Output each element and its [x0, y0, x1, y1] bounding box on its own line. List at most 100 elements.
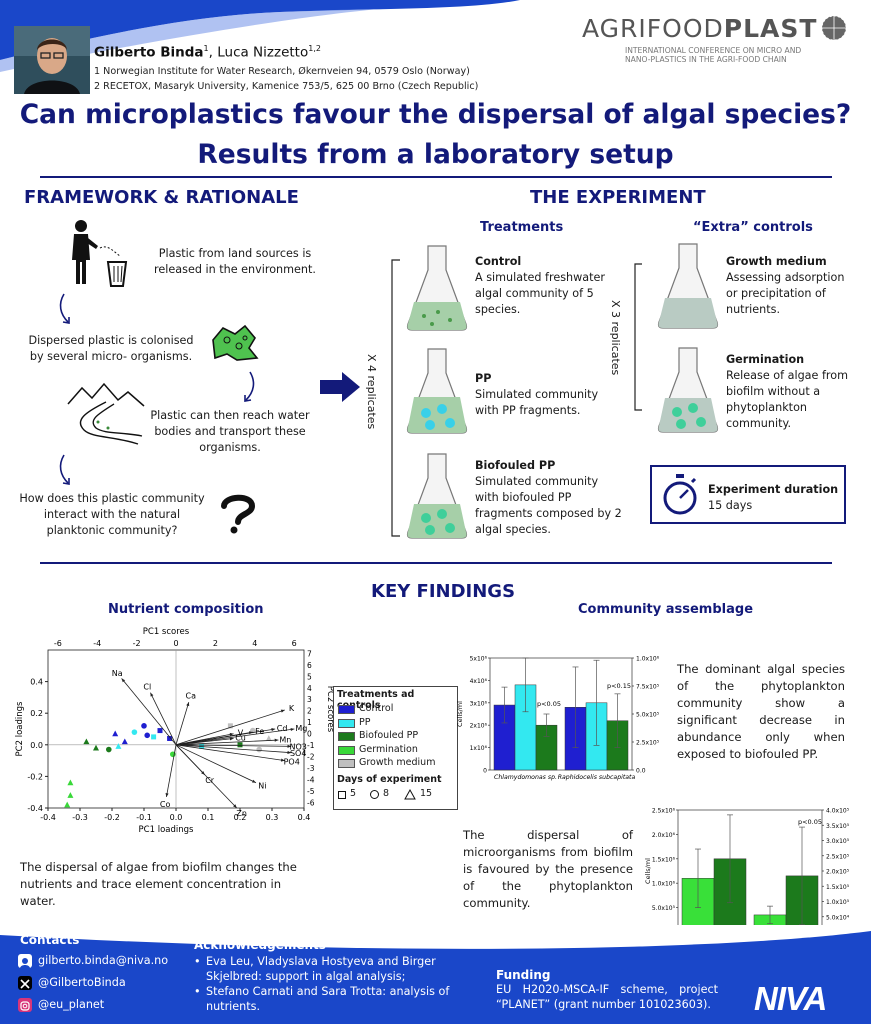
- pca-loading-arrowhead: [280, 709, 285, 713]
- pca-score-point: [83, 738, 90, 745]
- pca-loading-label: SO4: [290, 749, 306, 758]
- pca-right-tick-label: -2: [307, 752, 315, 761]
- framework-step-1: Plastic from land sources is released in…: [154, 247, 316, 276]
- pca-loading-arrowhead: [274, 738, 279, 742]
- bar-right-tick-label: 4.0x10⁵: [826, 808, 850, 815]
- question-mark-icon: [221, 494, 256, 534]
- pca-score-point: [227, 723, 233, 729]
- pca-y-tick-label: 0.2: [30, 709, 43, 718]
- pca-right-tick-label: -4: [307, 775, 315, 784]
- pca-x-tick-label: 0.2: [234, 813, 247, 822]
- framework-step-4: How does this plastic community interact…: [19, 492, 205, 537]
- circle-marker-icon: [370, 790, 379, 799]
- legend-days-title: Days of experiment: [337, 774, 442, 785]
- treatment-pp: PP Simulated community with PP fragments…: [475, 372, 599, 417]
- bar-right-tick-label: 1.0x10⁵: [826, 899, 850, 906]
- pca-score-point: [256, 746, 262, 753]
- instagram-icon: [18, 998, 32, 1012]
- bar-category-label: Raphidocelis subcapitata: [558, 773, 636, 781]
- legend-swatch: [338, 718, 355, 728]
- pca-score-point: [106, 746, 112, 753]
- pca-loading-arrow: [175, 733, 234, 746]
- bar-y-tick-label: 2.5x10⁶: [652, 808, 676, 815]
- pca-loading-arrowhead: [186, 702, 190, 707]
- litter-icon: [72, 220, 128, 287]
- footer: Contacts gilberto.binda@niva.no @Gilbert…: [0, 925, 871, 1024]
- pca-right-tick-label: 2: [307, 707, 312, 716]
- pca-right-tick-label: 4: [307, 684, 312, 693]
- pca-x-tick-label: -0.4: [40, 813, 56, 822]
- contact-instagram[interactable]: @eu_planet: [38, 998, 105, 1011]
- bar-y-tick-label: 2.0x10⁶: [652, 832, 676, 839]
- bracket-4: [391, 259, 400, 537]
- community-heading: Community assemblage: [578, 602, 754, 617]
- globe-icon: [821, 15, 847, 41]
- pca-y-axis-label: PC2 loadings: [15, 701, 25, 756]
- contact-email[interactable]: gilberto.binda@niva.no: [38, 954, 169, 967]
- bar-y-tick-label: 1x10⁶: [470, 745, 488, 752]
- header-wave: [0, 0, 520, 72]
- pca-loading-arrow: [175, 744, 238, 809]
- pca-score-point: [265, 735, 272, 741]
- bar-right-tick-label: 2.5x10⁵: [636, 740, 660, 747]
- pca-loading-arrow: [175, 744, 285, 761]
- bar-y-tick-label: 0: [483, 768, 487, 775]
- author-names: Gilberto Binda1, Luca Nizzetto1,2: [94, 44, 321, 61]
- duration-text: Experiment duration 15 days: [708, 483, 839, 512]
- bar-significance-label: p<0.05: [798, 818, 822, 826]
- header-band: [0, 0, 871, 100]
- pca-biplot: -0.4 -0.3 -0.2 -0.1 0.0 0.1 0.2 0.3 0.4 -0.4 -0.2 0…: [15, 627, 334, 835]
- pca-loading-arrowhead: [121, 678, 126, 683]
- pca-x-tick-label: 0.4: [298, 813, 311, 822]
- bar-right-tick-label: 2.0x10⁵: [826, 869, 850, 876]
- conference-logo: AGRIFOODPLAST: [582, 14, 818, 43]
- legend-day-5: 5: [350, 788, 357, 799]
- pca-x-tick-label: 0.3: [266, 813, 279, 822]
- flask-control-icon: [406, 245, 468, 331]
- flask-growth-medium-icon: [657, 243, 719, 329]
- pca-loading-arrow: [175, 739, 279, 746]
- pca-score-point: [151, 734, 157, 740]
- bar-right-tick-label: 7.5x10⁵: [636, 684, 660, 691]
- control-germination: Germination Release of algae from biofil…: [726, 353, 849, 430]
- extra-controls-heading: “Extra” controls: [693, 220, 813, 235]
- pca-loading-arrowhead: [165, 793, 169, 797]
- pca-top-tick-label: 2: [213, 639, 218, 648]
- pca-loading-arrow: [175, 744, 292, 747]
- pca-loading-arrowhead: [271, 728, 276, 732]
- pca-score-point: [131, 729, 138, 735]
- bar-y-axis-label: Cells/ml: [644, 858, 652, 884]
- affiliation-2: 2 RECETOX, Masaryk University, Kamenice …: [94, 81, 479, 92]
- pca-right-tick-label: 3: [307, 695, 312, 704]
- pca-loading-label: Co: [160, 800, 171, 809]
- treatment-biofouled-pp: Biofouled PP Simulated community with bi…: [475, 459, 622, 536]
- legend-day-15: 15: [420, 788, 433, 799]
- pca-loading-arrowhead: [229, 737, 234, 741]
- pca-loading-label: V: [238, 728, 244, 737]
- pca-loading-arrow: [166, 744, 177, 798]
- experiment-heading: THE EXPERIMENT: [530, 187, 706, 208]
- pca-right-tick-label: -3: [307, 764, 315, 773]
- legend-swatch: [338, 745, 355, 755]
- contact-x-handle[interactable]: @GilbertoBinda: [38, 976, 126, 989]
- pca-loading-label: K: [289, 704, 295, 713]
- pca-loading-arrowhead: [229, 732, 234, 736]
- colonised-plastic-icon: [212, 324, 259, 361]
- ack-item: • Stefano Carnati and Sara Trotta: analys…: [194, 985, 450, 1013]
- pca-x-axis-label: PC1 loadings: [139, 825, 194, 835]
- pca-loading-arrow: [150, 692, 177, 745]
- pca-loading-label: Cd: [277, 724, 288, 733]
- square-marker-icon: [338, 791, 346, 799]
- bar-y-tick-label: 5x10⁶: [470, 656, 488, 663]
- legend-item-label: Growth medium: [359, 757, 436, 768]
- pca-loading-arrow: [175, 744, 292, 754]
- pca-score-point: [67, 779, 74, 786]
- community-bar-chart-2: 0.05.0x10⁵1.0x10⁶1.5x10⁶2.0x10⁶2.5x10⁶0.…: [644, 808, 850, 944]
- pca-top-tick-label: -4: [93, 639, 101, 648]
- bar-y-tick-label: 5.0x10⁵: [652, 905, 676, 912]
- bar-y-tick-label: 1.5x10⁶: [652, 856, 676, 863]
- pca-top-tick-label: -6: [54, 639, 62, 648]
- legend-item-label: PP: [359, 716, 371, 728]
- pca-x-tick-label: -0.2: [104, 813, 120, 822]
- arrow-down-icon: [59, 293, 70, 324]
